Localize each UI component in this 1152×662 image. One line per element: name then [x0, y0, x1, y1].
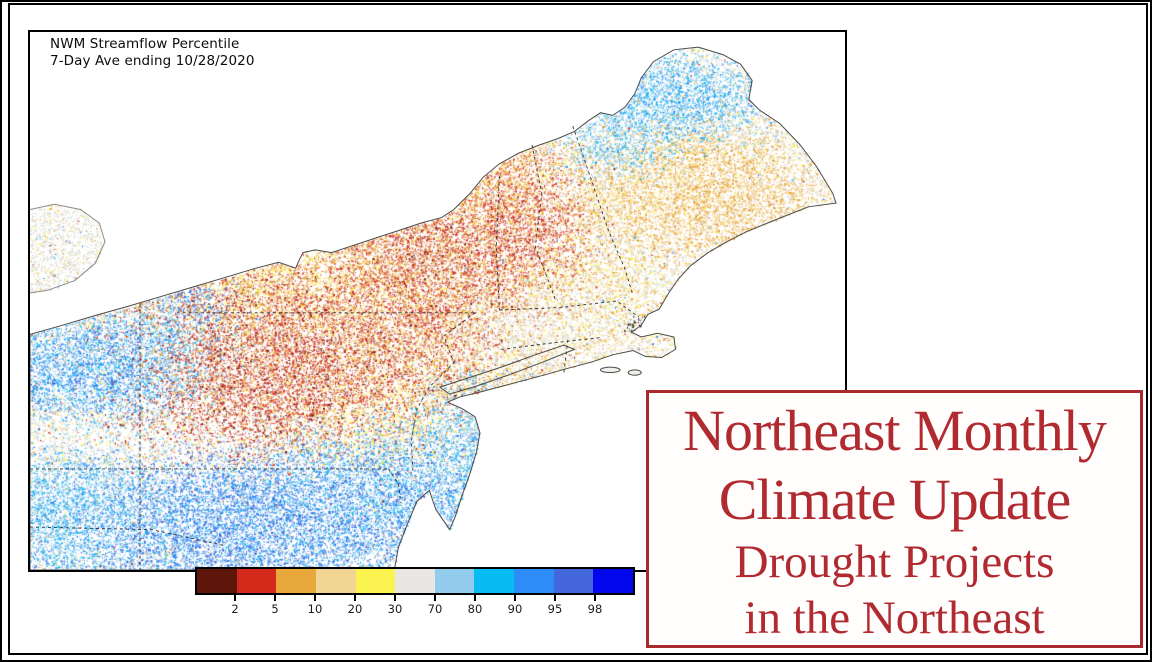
colorbar-tick [514, 595, 516, 601]
colorbar-tick-label: 5 [271, 602, 279, 616]
colorbar-segment [593, 569, 634, 593]
title-line-2: Climate Update [718, 467, 1072, 532]
colorbar-segment [236, 569, 277, 593]
colorbar-segment [315, 569, 356, 593]
colorbar-tick [354, 595, 356, 601]
state-border [495, 176, 500, 311]
colorbar-segment [514, 569, 554, 593]
title-line-1: Northeast Monthly [683, 398, 1107, 463]
state-border [410, 312, 476, 474]
colorbar-tick-label: 10 [307, 602, 323, 616]
map-outline-overlay [30, 46, 837, 570]
state-border [30, 526, 226, 547]
colorbar-segment [276, 569, 316, 593]
state-border [531, 144, 557, 302]
colorbar-tick-label: 2 [231, 602, 239, 616]
colorbar-tick-label: 70 [427, 602, 443, 616]
colorbar-tick-label: 90 [507, 602, 523, 616]
colorbar [195, 567, 635, 595]
colorbar-tick [274, 595, 276, 601]
colorbar-ticks [195, 595, 635, 602]
state-border [572, 125, 634, 296]
long-island-outline [438, 344, 576, 395]
colorbar-tick-label: 95 [547, 602, 563, 616]
map-title-line2: 7-Day Ave ending 10/28/2020 [50, 53, 255, 69]
colorbar-segment [434, 569, 475, 593]
title-line-4: in the Northeast [744, 592, 1045, 644]
colorbar-tick-label: 20 [347, 602, 363, 616]
colorbar-tick [434, 595, 436, 601]
colorbar-tick-label: 98 [587, 602, 603, 616]
colorbar-tick [474, 595, 476, 601]
coastline-outline [30, 46, 837, 570]
island-outline [600, 366, 621, 374]
canada-shore-outline [30, 203, 106, 294]
colorbar-tick-labels: 2 5 10 20 30 70 80 90 95 98 [195, 602, 635, 618]
colorbar-tick [554, 595, 556, 601]
state-border [501, 337, 601, 350]
map-title-line1: NWM Streamflow Percentile [50, 36, 240, 52]
colorbar-tick-label: 30 [387, 602, 403, 616]
colorbar-tick [234, 595, 236, 601]
state-border [499, 300, 640, 318]
colorbar-tick [394, 595, 396, 601]
colorbar-segment [553, 569, 594, 593]
colorbar-tick [594, 595, 596, 601]
map-image-frame [8, 3, 1148, 655]
title-line-3: Drought Projects [734, 536, 1055, 588]
colorbar-tick-label: 80 [467, 602, 483, 616]
colorbar-segment [197, 569, 237, 593]
colorbar-segment [355, 569, 396, 593]
state-border [388, 468, 402, 503]
colorbar-tick [314, 595, 316, 601]
map-title: NWM Streamflow Percentile 7-Day Ave endi… [50, 36, 255, 70]
colorbar-segment [474, 569, 515, 593]
colorbar-segment [395, 569, 435, 593]
island-outline [627, 369, 642, 376]
title-overlay-box: Northeast Monthly Climate Update Drought… [646, 390, 1143, 648]
